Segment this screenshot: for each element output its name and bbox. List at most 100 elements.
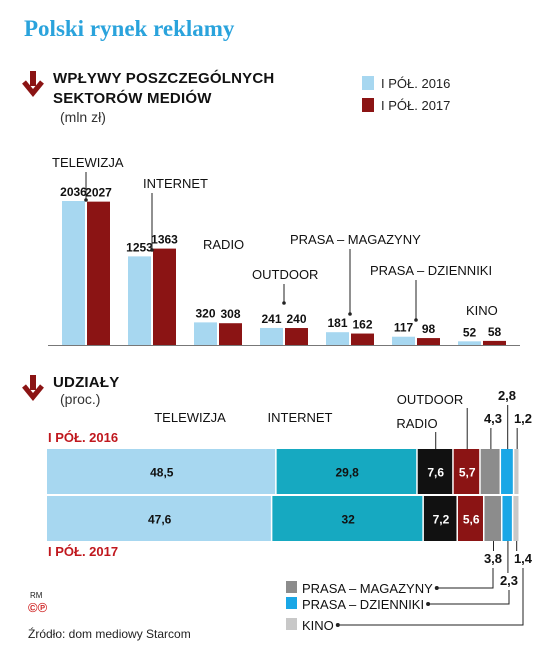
bar-2017-telewizja — [87, 201, 110, 345]
bar-2016-radio — [194, 322, 217, 345]
section1-unit: (mln zł) — [60, 109, 106, 125]
share-value-2017-prasa-magazyny: 3,8 — [484, 551, 502, 566]
share-value-2017-internet: 32 — [341, 513, 355, 527]
share-segment-2017-prasa-magazyny — [484, 496, 501, 541]
share-segment-2016-radio — [417, 449, 453, 494]
share-segment-2016-prasa-magazyny — [480, 449, 500, 494]
legend-label-prasa-magazyny: PRASA – MAGAZYNY — [302, 581, 433, 596]
value-label-2016-kino: 52 — [463, 325, 477, 339]
share-category-label-telewizja: TELEWIZJA — [154, 410, 226, 425]
value-label-2016-radio: 320 — [195, 306, 215, 320]
footer-rm: RM — [30, 591, 43, 600]
bar-2016-kino — [458, 341, 481, 345]
share-value-2016-kino: 1,2 — [514, 411, 532, 426]
value-label-2016-prasa-dzienniki: 117 — [394, 321, 414, 335]
share-value-2016-outdoor: 5,7 — [459, 466, 476, 480]
bar-2017-prasa-magazyny — [351, 333, 374, 345]
arrow-down-icon — [22, 375, 44, 401]
share-segment-2016-internet — [276, 449, 417, 494]
share-segment-2017-telewizja — [47, 496, 271, 541]
value-label-2017-prasa-magazyny: 162 — [352, 318, 372, 332]
legend-swatch-2016 — [362, 76, 374, 90]
bar-2017-outdoor — [285, 328, 308, 345]
share-segment-2016-prasa-dzienniki — [501, 449, 513, 494]
legend-label-2016: I PÓŁ. 2016 — [381, 76, 451, 91]
bar-2017-prasa-dzienniki — [417, 338, 440, 345]
value-label-2017-kino: 58 — [488, 325, 502, 339]
page-title: Polski rynek reklamy — [24, 16, 235, 41]
value-label-2017-outdoor: 240 — [286, 312, 306, 326]
share-value-2016-internet: 29,8 — [336, 466, 360, 480]
source-note: Źródło: dom mediowy Starcom — [28, 627, 191, 641]
share-segment-2017-outdoor — [457, 496, 483, 541]
category-label-kino: KINO — [466, 303, 498, 318]
share-segment-2017-kino — [513, 496, 519, 541]
share-value-2016-prasa-magazyny: 4,3 — [484, 411, 502, 426]
section2-title: UDZIAŁY — [53, 374, 120, 391]
year-label-2016: I PÓŁ. 2016 — [48, 430, 118, 445]
share-category-label-outdoor: OUTDOOR — [397, 392, 463, 407]
bar-2017-radio — [219, 323, 242, 345]
year-label-2017: I PÓŁ. 2017 — [48, 544, 118, 559]
category-leader-dot — [348, 312, 352, 316]
category-leader-dot — [150, 248, 154, 252]
legend-label-2017: I PÓŁ. 2017 — [381, 98, 451, 113]
legend-leader-line — [337, 568, 524, 626]
copyright-icon: ©℗ — [28, 600, 48, 615]
bar-2016-prasa-dzienniki — [392, 336, 415, 345]
share-value-2016-radio: 7,6 — [427, 466, 444, 480]
category-label-radio: RADIO — [203, 237, 244, 252]
legend-leader-line — [428, 590, 510, 605]
bar-2017-kino — [483, 340, 506, 345]
value-label-2016-internet: 1253 — [126, 240, 153, 254]
share-segment-2017-internet — [272, 496, 423, 541]
value-label-2017-telewizja: 2027 — [85, 186, 112, 200]
legend-swatch-prasa-magazyny — [286, 581, 297, 593]
category-leader-dot — [414, 318, 418, 322]
section1-title-line1: WPŁYWY POSZCZEGÓLNYCH — [53, 70, 275, 87]
arrow-down-icon — [22, 71, 44, 97]
share-segment-2016-kino — [514, 449, 519, 494]
bar-2016-prasa-magazyny — [326, 332, 349, 345]
section2-unit: (proc.) — [60, 391, 101, 407]
value-label-2017-radio: 308 — [220, 307, 240, 321]
value-label-2016-telewizja: 2036 — [60, 185, 87, 199]
share-chart: I PÓŁ. 2016 I PÓŁ. 2017 48,5 29,8 7,6 5,7 47,6… — [47, 388, 533, 633]
value-label-2016-outdoor: 241 — [261, 312, 281, 326]
legend-leader-line — [436, 568, 494, 589]
legend-swatch-kino — [286, 618, 297, 630]
category-label-prasa-dzienniki: PRASA – DZIENNIKI — [370, 263, 492, 278]
share-value-2017-radio: 7,2 — [433, 513, 450, 527]
legend-swatch-prasa-dzienniki — [286, 597, 297, 609]
category-label-prasa-magazyny: PRASA – MAGAZYNY — [290, 232, 421, 247]
value-label-2017-prasa-dzienniki: 98 — [422, 322, 436, 336]
category-label-outdoor: OUTDOOR — [252, 267, 318, 282]
share-value-2016-telewizja: 48,5 — [150, 466, 174, 480]
share-segment-2016-telewizja — [47, 449, 276, 494]
category-leader-dot — [84, 198, 88, 202]
share-category-label-radio: RADIO — [396, 416, 437, 431]
share-segment-2017-radio — [423, 496, 457, 541]
share-value-2017-prasa-dzienniki: 2,3 — [500, 573, 518, 588]
bar-2016-telewizja — [62, 201, 85, 345]
category-label-telewizja: TELEWIZJA — [52, 155, 124, 170]
share-category-label-internet: INTERNET — [268, 410, 333, 425]
value-label-2017-internet: 1363 — [151, 233, 178, 247]
share-value-2016-prasa-dzienniki: 2,8 — [498, 388, 516, 403]
section1-title-line2: SEKTORÓW MEDIÓW — [53, 90, 212, 107]
share-value-2017-telewizja: 47,6 — [148, 513, 172, 527]
category-leader-dot — [282, 301, 286, 305]
legend-label-kino: KINO — [302, 618, 334, 633]
value-label-2016-prasa-magazyny: 181 — [327, 316, 347, 330]
share-segment-2017-prasa-dzienniki — [502, 496, 512, 541]
legend-label-prasa-dzienniki: PRASA – DZIENNIKI — [302, 597, 424, 612]
share-value-2017-outdoor: 5,6 — [463, 513, 480, 527]
share-value-2017-kino: 1,4 — [514, 551, 533, 566]
bar-2016-internet — [128, 256, 151, 345]
category-label-internet: INTERNET — [143, 176, 208, 191]
legend-swatch-2017 — [362, 98, 374, 112]
bar-2017-internet — [153, 248, 176, 345]
bar-2016-outdoor — [260, 327, 283, 345]
share-segment-2016-outdoor — [453, 449, 480, 494]
